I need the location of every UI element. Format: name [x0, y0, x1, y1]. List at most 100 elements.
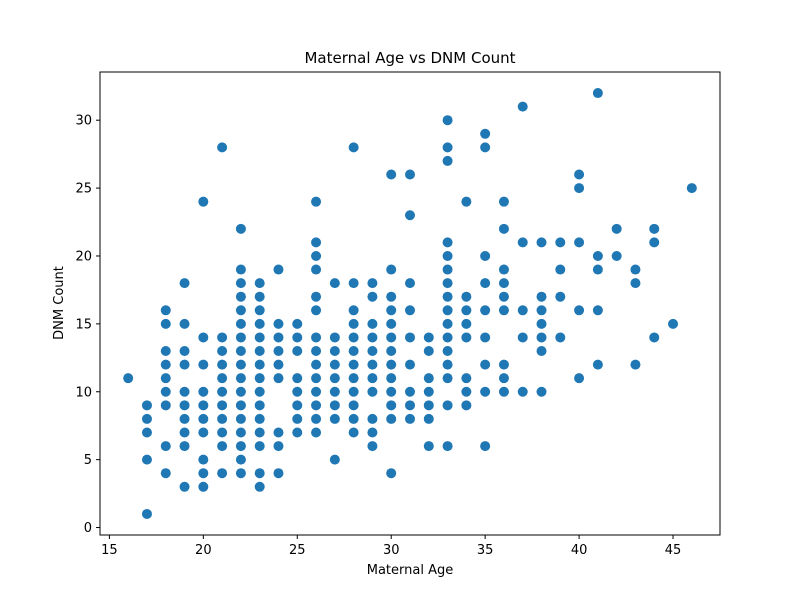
data-point: [311, 332, 322, 343]
data-point: [348, 400, 359, 411]
data-point: [254, 332, 265, 343]
data-point: [179, 346, 190, 357]
data-point: [480, 128, 491, 139]
data-point: [179, 481, 190, 492]
data-point: [367, 346, 378, 357]
data-point: [592, 305, 603, 316]
data-point: [405, 210, 415, 221]
data-point: [611, 250, 622, 261]
data-point: [386, 359, 397, 370]
data-point: [348, 332, 359, 343]
data-point: [367, 291, 378, 302]
data-point: [630, 264, 641, 275]
data-point: [367, 359, 378, 370]
data-point: [461, 318, 472, 329]
data-point: [198, 386, 209, 397]
y-tick-label: 20: [75, 249, 92, 264]
data-point: [179, 427, 190, 438]
data-point: [235, 413, 246, 424]
data-point: [367, 373, 378, 384]
data-point: [405, 332, 415, 343]
data-point: [498, 305, 509, 316]
y-tick-label: 30: [75, 114, 92, 129]
data-point: [442, 318, 453, 329]
data-point: [386, 305, 397, 316]
data-point: [386, 346, 397, 357]
data-point: [179, 386, 190, 397]
x-tick-label: 40: [571, 543, 588, 558]
data-point: [611, 223, 622, 234]
data-point: [292, 386, 303, 397]
data-point: [386, 468, 397, 479]
data-point: [442, 264, 453, 275]
data-point: [179, 413, 190, 424]
data-point: [348, 386, 359, 397]
data-point: [536, 318, 547, 329]
data-point: [348, 318, 359, 329]
data-point: [235, 427, 246, 438]
data-point: [292, 346, 303, 357]
y-tick-label: 25: [75, 182, 92, 197]
data-point: [367, 413, 378, 424]
data-point: [630, 278, 641, 289]
data-point: [235, 332, 246, 343]
data-point: [217, 359, 228, 370]
data-point: [123, 373, 134, 384]
data-point: [179, 441, 190, 452]
data-point: [668, 318, 679, 329]
data-point: [235, 278, 246, 289]
data-point: [217, 386, 228, 397]
data-point: [367, 441, 378, 452]
data-point: [498, 359, 509, 370]
data-point: [273, 346, 284, 357]
data-point: [649, 332, 660, 343]
data-point: [217, 468, 228, 479]
data-point: [536, 386, 547, 397]
data-point: [592, 264, 603, 275]
data-point: [235, 373, 246, 384]
data-point: [630, 359, 641, 370]
data-point: [348, 346, 359, 357]
data-point: [141, 454, 152, 465]
data-point: [386, 413, 397, 424]
data-point: [480, 386, 491, 397]
data-point: [442, 373, 453, 384]
data-point: [329, 346, 340, 357]
plot-frame: [99, 71, 721, 536]
data-point: [329, 278, 340, 289]
data-point: [160, 386, 171, 397]
data-point: [292, 427, 303, 438]
data-point: [311, 291, 322, 302]
data-point: [179, 318, 190, 329]
data-point: [235, 264, 246, 275]
data-point: [235, 291, 246, 302]
data-point: [254, 386, 265, 397]
data-point: [498, 386, 509, 397]
data-point: [498, 278, 509, 289]
data-point: [442, 278, 453, 289]
data-point: [198, 427, 209, 438]
data-point: [423, 332, 434, 343]
data-point: [217, 427, 228, 438]
data-point: [367, 278, 378, 289]
y-tick-label: 10: [75, 385, 92, 400]
data-point: [348, 359, 359, 370]
data-point: [348, 305, 359, 316]
data-point: [442, 332, 453, 343]
data-point: [217, 373, 228, 384]
data-point: [461, 305, 472, 316]
data-point: [498, 223, 509, 234]
data-point: [141, 413, 152, 424]
data-point: [311, 305, 322, 316]
data-point: [198, 196, 209, 207]
data-point: [348, 278, 359, 289]
data-point: [442, 155, 453, 166]
data-point: [273, 468, 284, 479]
data-point: [555, 237, 566, 248]
data-point: [386, 318, 397, 329]
data-point: [254, 468, 265, 479]
data-point: [217, 441, 228, 452]
data-point: [235, 346, 246, 357]
data-point: [329, 413, 340, 424]
